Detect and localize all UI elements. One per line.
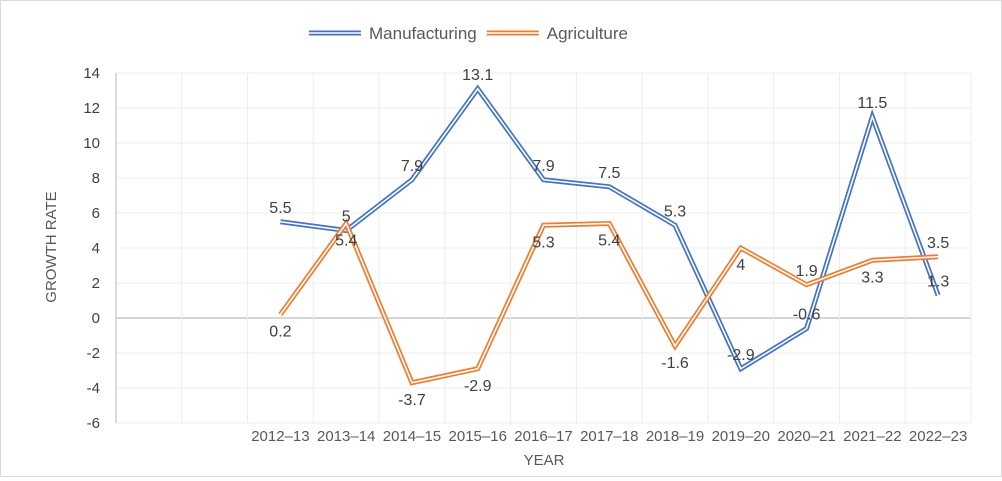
x-tick-label: 2020–21 (777, 428, 835, 445)
data-label: -2.9 (727, 347, 755, 364)
series-line-inner-agriculture (279, 221, 939, 384)
data-label: -2.9 (464, 378, 492, 395)
data-label: 7.9 (401, 158, 423, 175)
data-label: 3.3 (861, 269, 883, 286)
gridlines (115, 72, 972, 424)
legend-label-agriculture: Agriculture (547, 24, 628, 43)
data-label: 7.9 (532, 158, 554, 175)
x-axis-ticks: 2012–13 2013–14 2014–15 2015–16 2016–17 2017–… (251, 428, 967, 445)
data-label: 1.9 (795, 263, 817, 280)
x-tick-label: 2016–17 (514, 428, 572, 445)
data-label: 13.1 (462, 67, 493, 84)
data-label: 4 (736, 257, 745, 274)
data-label: 11.5 (857, 95, 887, 112)
data-label: -3.7 (398, 392, 426, 409)
series-lines (278, 84, 941, 386)
y-tick-label: 8 (92, 170, 100, 187)
y-axis-title: GROWTH RATE (43, 191, 60, 302)
data-label: 5.4 (598, 233, 620, 250)
data-label: 5.5 (269, 200, 291, 217)
data-label: -1.6 (661, 355, 689, 372)
data-label: 5.4 (335, 233, 357, 250)
x-tick-label: 2012–13 (251, 428, 309, 445)
y-tick-label: -2 (87, 345, 100, 362)
x-tick-label: 2017–18 (580, 428, 638, 445)
y-tick-label: 4 (92, 240, 100, 257)
legend-label-manufacturing: Manufacturing (369, 24, 477, 43)
y-tick-label: 6 (92, 205, 100, 222)
data-label: 3.5 (927, 235, 949, 252)
x-tick-label: 2021–22 (843, 428, 901, 445)
data-label: 5.3 (532, 234, 554, 251)
x-tick-label: 2022–23 (909, 428, 967, 445)
data-label: 7.5 (598, 165, 620, 182)
x-tick-label: 2015–16 (449, 428, 507, 445)
data-label: 1.3 (927, 273, 949, 290)
series-line-inner-manufacturing (280, 87, 939, 370)
x-tick-label: 2014–15 (383, 428, 441, 445)
y-tick-label: -6 (87, 415, 100, 432)
y-tick-label: 0 (92, 310, 100, 327)
y-tick-label: 2 (92, 275, 100, 292)
legend: Manufacturing Agriculture (309, 24, 628, 43)
x-tick-label: 2019–20 (712, 428, 770, 445)
y-axis-ticks: -6 -4 -2 0 2 4 6 8 10 12 14 (83, 65, 100, 432)
x-tick-label: 2018–19 (646, 428, 704, 445)
y-tick-label: 10 (83, 135, 100, 152)
x-tick-label: 2013–14 (317, 428, 375, 445)
data-label: 5.3 (664, 203, 686, 220)
y-tick-label: 12 (83, 100, 100, 117)
data-label: -0.6 (793, 307, 821, 324)
x-axis-title: YEAR (524, 452, 565, 469)
y-tick-label: 14 (83, 65, 100, 82)
data-label: 0.2 (269, 324, 291, 341)
y-tick-label: -4 (87, 380, 100, 397)
data-labels: 5.5 5 7.9 13.1 7.9 7.5 5.3 -2.9 -0.6 11.5 1.3 0.2 5.… (269, 67, 949, 409)
data-label: 5 (342, 209, 351, 226)
